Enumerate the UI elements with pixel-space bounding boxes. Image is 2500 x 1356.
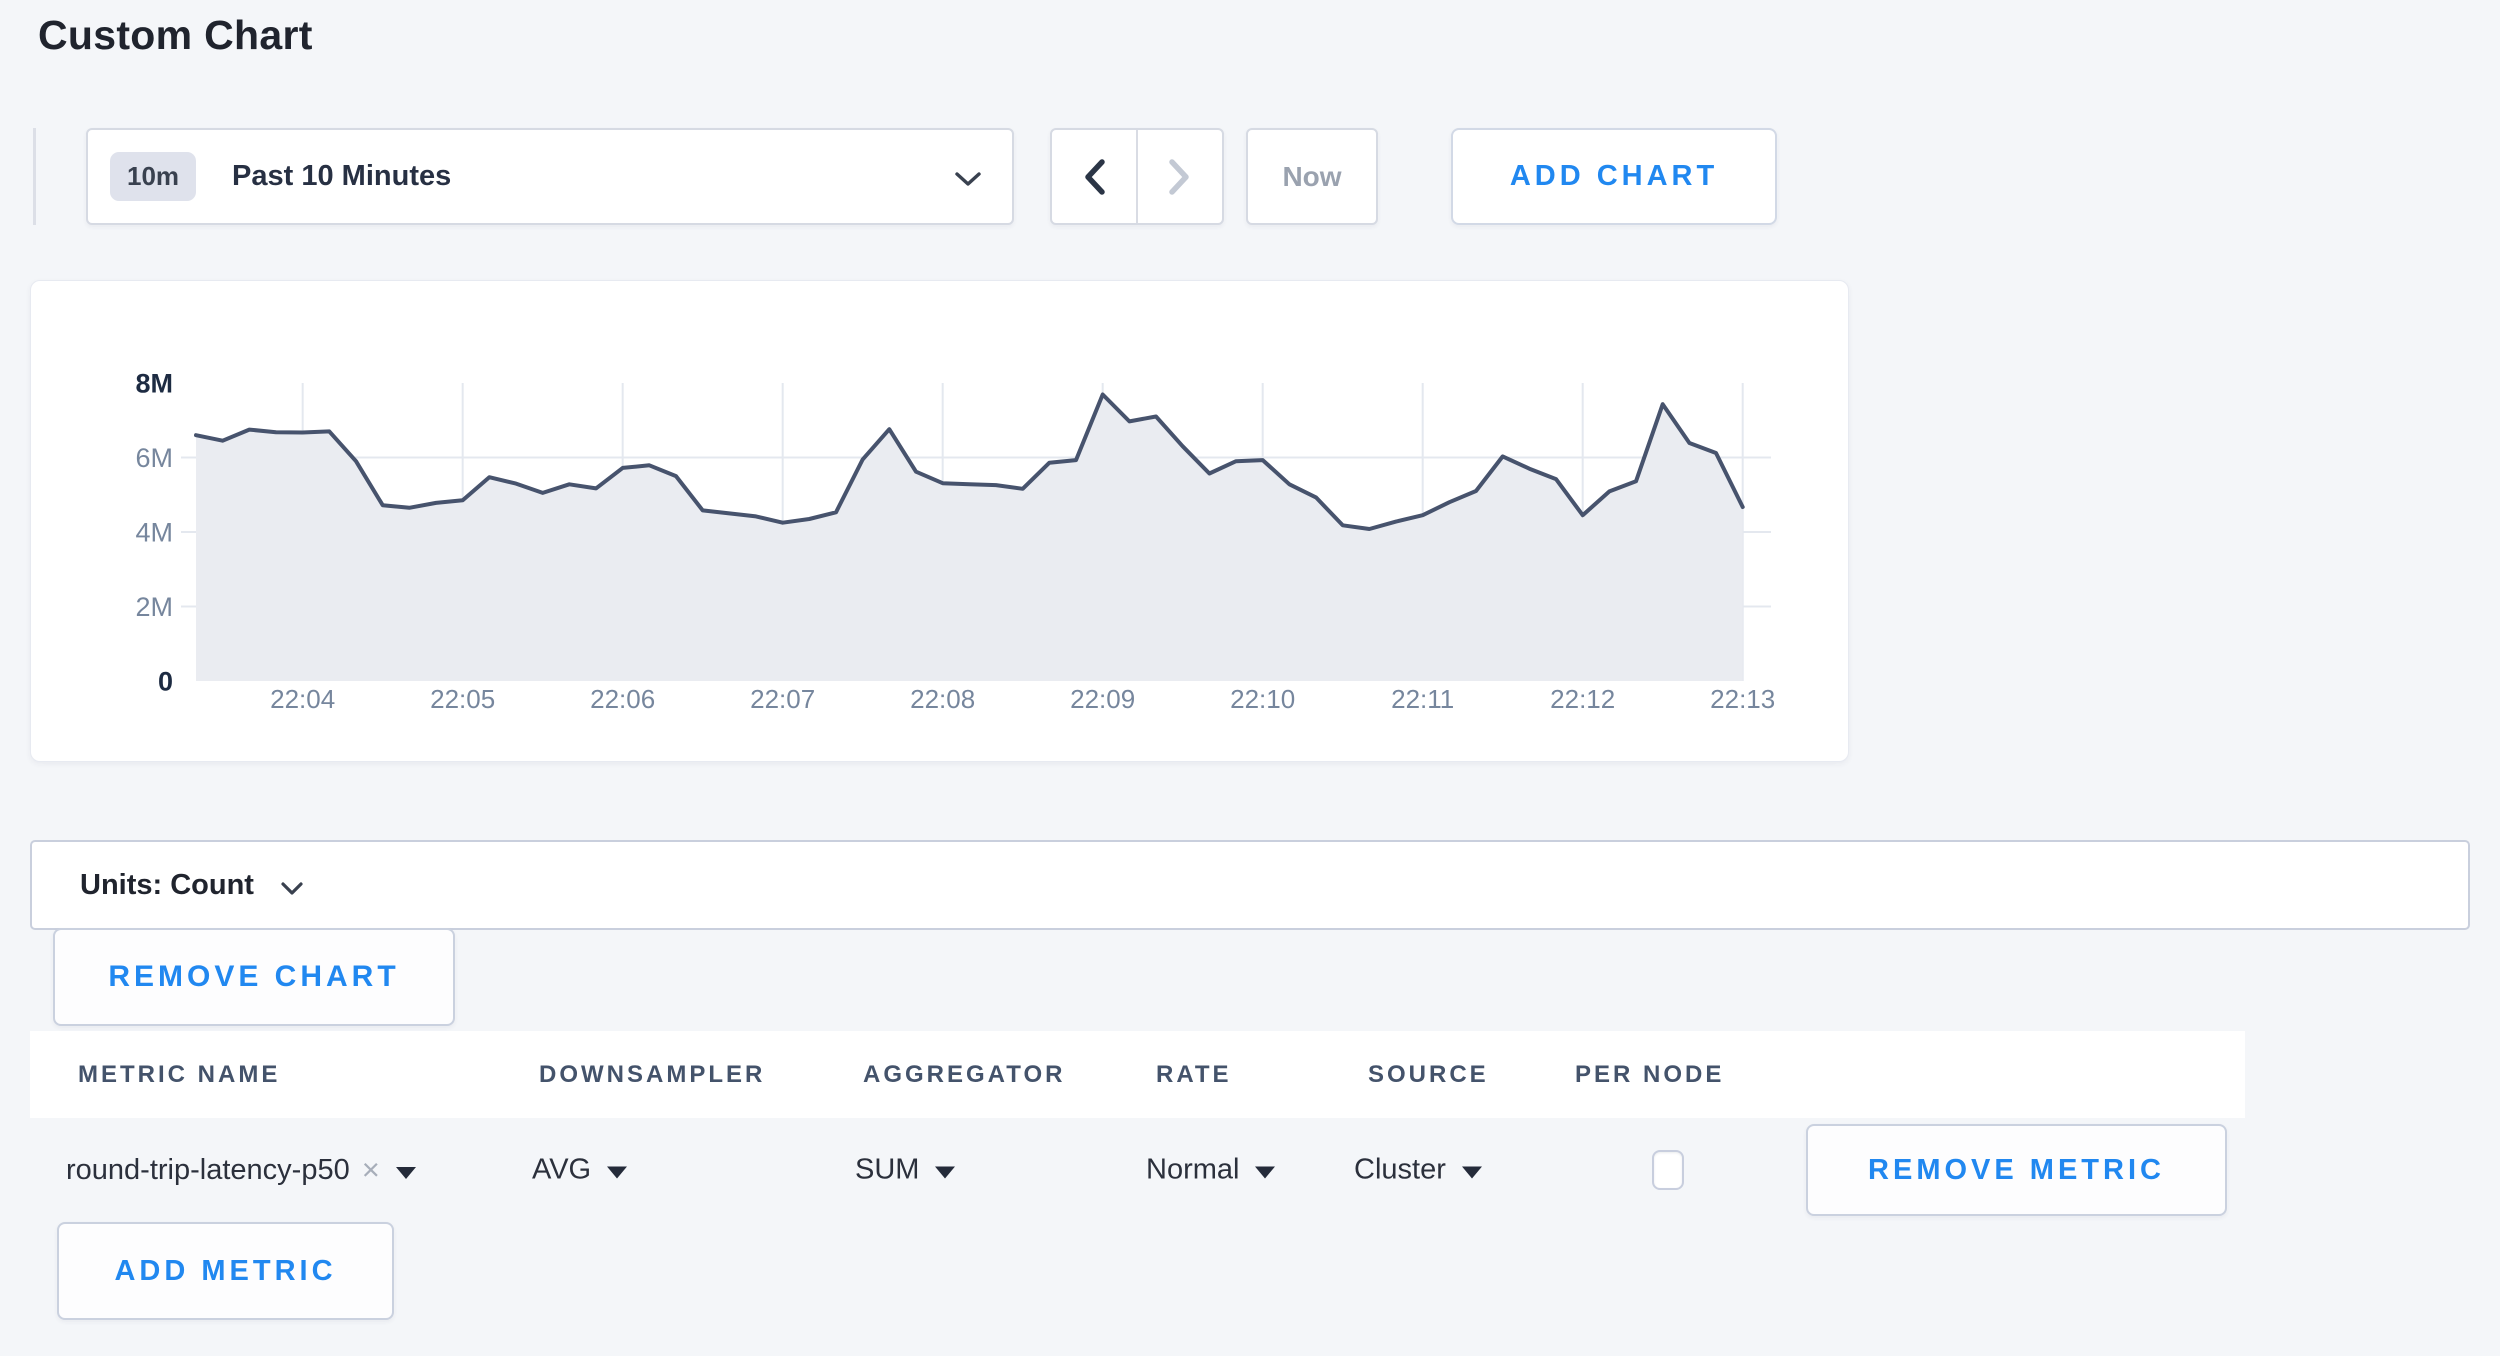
chevron-left-icon	[1085, 158, 1105, 195]
downsampler-value: AVG	[532, 1153, 592, 1186]
caret-down-icon	[1255, 1166, 1276, 1179]
remove-chart-button[interactable]: REMOVE CHART	[53, 928, 455, 1026]
chevron-down-icon	[281, 881, 303, 895]
svg-text:2M: 2M	[135, 592, 173, 622]
source-value: Cluster	[1354, 1153, 1446, 1186]
svg-text:22:06: 22:06	[590, 684, 655, 714]
svg-text:22:11: 22:11	[1391, 684, 1454, 714]
svg-text:22:13: 22:13	[1710, 684, 1775, 714]
column-header-per-node: PER NODE	[1575, 1060, 1725, 1088]
units-label: Units: Count	[80, 868, 254, 901]
rate-value: Normal	[1146, 1153, 1240, 1186]
metric-name-dropdown[interactable]: round-trip-latency-p50 ×	[66, 1152, 416, 1188]
metrics-table-header: METRIC NAME DOWNSAMPLER AGGREGATOR RATE …	[30, 1031, 2245, 1118]
chevron-right-icon	[1169, 158, 1189, 195]
add-metric-button[interactable]: ADD METRIC	[57, 1222, 394, 1320]
svg-text:22:10: 22:10	[1230, 684, 1295, 714]
svg-text:22:08: 22:08	[910, 684, 975, 714]
caret-down-icon	[395, 1166, 416, 1179]
time-range-dropdown[interactable]: 10m Past 10 Minutes	[86, 128, 1014, 225]
svg-text:4M: 4M	[135, 517, 173, 547]
remove-metric-button[interactable]: REMOVE METRIC	[1806, 1124, 2227, 1216]
now-button[interactable]: Now	[1246, 128, 1378, 225]
next-timespan-button[interactable]	[1138, 130, 1222, 223]
column-header-source: SOURCE	[1368, 1060, 1489, 1088]
chart-card: 0 2M 4M 6M 8M 22:04 22:05 22:06 22:07 22:08 22:09 2…	[30, 280, 1849, 762]
time-range-badge: 10m	[110, 152, 197, 201]
clear-metric-icon[interactable]: ×	[361, 1152, 380, 1187]
downsampler-dropdown[interactable]: AVG	[532, 1153, 628, 1187]
caret-down-icon	[1461, 1166, 1482, 1179]
aggregator-value: SUM	[855, 1153, 920, 1186]
aggregator-dropdown[interactable]: SUM	[855, 1153, 956, 1187]
svg-text:22:09: 22:09	[1070, 684, 1135, 714]
column-header-rate: RATE	[1156, 1060, 1232, 1088]
time-pager	[1050, 128, 1224, 225]
svg-text:22:04: 22:04	[270, 684, 335, 714]
svg-text:22:07: 22:07	[750, 684, 815, 714]
caret-down-icon	[935, 1166, 956, 1179]
column-header-metric-name: METRIC NAME	[78, 1060, 281, 1088]
time-range-label: Past 10 Minutes	[232, 160, 452, 192]
svg-text:8M: 8M	[135, 368, 173, 398]
svg-text:6M: 6M	[135, 443, 173, 473]
previous-timespan-button[interactable]	[1052, 130, 1138, 223]
source-dropdown[interactable]: Cluster	[1354, 1154, 1482, 1187]
per-node-checkbox[interactable]	[1652, 1150, 1684, 1190]
column-header-downsampler: DOWNSAMPLER	[539, 1060, 766, 1088]
caret-down-icon	[607, 1166, 628, 1179]
metric-name-value: round-trip-latency-p50	[66, 1153, 350, 1186]
units-dropdown[interactable]: Units: Count	[30, 840, 2470, 930]
timeseries-area-chart: 0 2M 4M 6M 8M 22:04 22:05 22:06 22:07 22:08 22:09 2…	[135, 368, 1775, 714]
rate-dropdown[interactable]: Normal	[1146, 1153, 1276, 1187]
svg-text:22:05: 22:05	[430, 684, 495, 714]
column-header-aggregator: AGGREGATOR	[863, 1060, 1066, 1088]
svg-text:22:12: 22:12	[1550, 684, 1615, 714]
add-chart-button[interactable]: ADD CHART	[1451, 128, 1777, 225]
chevron-down-icon	[955, 172, 981, 186]
page-title: Custom Chart	[38, 12, 313, 58]
svg-text:0: 0	[158, 666, 173, 696]
controls-divider	[33, 128, 36, 225]
